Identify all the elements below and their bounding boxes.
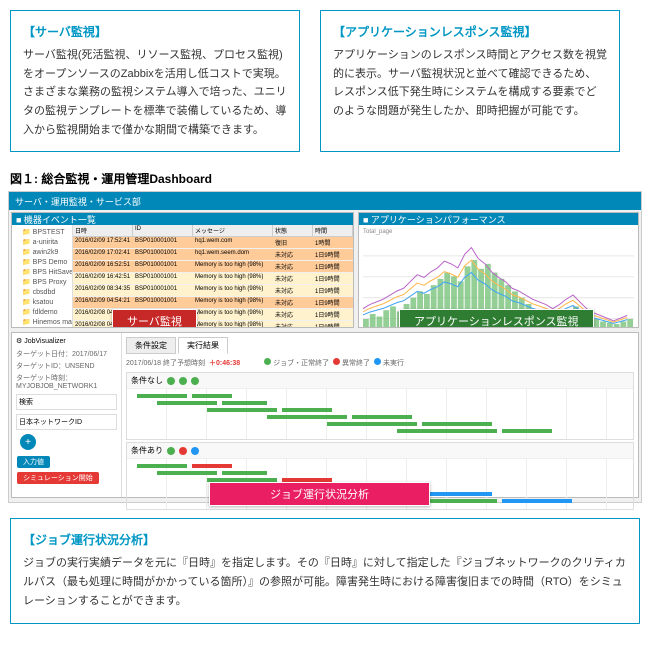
tree-item[interactable]: 📁 BPS Demo bbox=[14, 257, 70, 267]
job-analysis-box: 【ジョブ運行状況分析】 ジョブの実行実績データを元に『日時』を指定します。その『… bbox=[10, 518, 640, 623]
server-box-title: 【サーバ監視】 bbox=[23, 23, 287, 40]
app-performance-panel: ■ アプリケーションパフォーマンス Total_page アプリケーションレスポ… bbox=[358, 212, 639, 328]
tree-item[interactable]: 📁 BPS Proxy bbox=[14, 277, 70, 287]
event-row[interactable]: 2016/02/09 16:52:51BSP010001001Memory is… bbox=[73, 261, 353, 273]
event-row[interactable]: 2016/02/09 08:34:35BSP010001001Memory is… bbox=[73, 285, 353, 297]
tree-item[interactable]: 📁 BPS HitSave Server bbox=[14, 267, 70, 277]
search-field[interactable]: 検索 bbox=[16, 394, 117, 410]
dashboard-top-row: ■ 機器イベント一覧 📁 BPSTEST📁 a-unirita📁 awin2k9… bbox=[9, 210, 641, 330]
input-button[interactable]: 入力値 bbox=[17, 456, 50, 468]
dashboard: サーバ・運用監視・サービス部 ■ 機器イベント一覧 📁 BPSTEST📁 a-u… bbox=[8, 191, 642, 503]
target-time: ターゲット時刻：MYJOBJOB_NETWORK1 bbox=[16, 373, 117, 390]
job-analysis-panel: ⚙ JobVisualizer ターゲット日付：2017/06/17 ターゲット… bbox=[11, 332, 639, 498]
server-monitoring-box: 【サーバ監視】 サーバ監視(死活監視、リソース監視、プロセス監視)をオープンソー… bbox=[10, 10, 300, 152]
dashboard-header: サーバ・運用監視・サービス部 bbox=[9, 192, 641, 210]
job-sidebar: ⚙ JobVisualizer ターゲット日付：2017/06/17 ターゲット… bbox=[12, 333, 122, 497]
app-panel-title: ■ アプリケーションパフォーマンス bbox=[359, 213, 638, 225]
app-box-body: アプリケーションのレスポンス時間とアクセス数を視覚的に表示。サーバ監視状況と並べ… bbox=[333, 46, 607, 121]
add-button[interactable]: + bbox=[20, 434, 36, 450]
app-response-tag: アプリケーションレスポンス監視 bbox=[399, 309, 594, 328]
tree-item[interactable]: 📁 awin2k9 bbox=[14, 247, 70, 257]
tab-results[interactable]: 実行結果 bbox=[178, 337, 228, 354]
tree-item[interactable]: 📁 fdldemo bbox=[14, 307, 70, 317]
job-box-body: ジョブの実行実績データを元に『日時』を指定します。その『日時』に対して指定した『… bbox=[23, 554, 627, 610]
app-box-title: 【アプリケーションレスポンス監視】 bbox=[333, 23, 607, 40]
event-row[interactable]: 2016/02/09 04:54:21BSP010001001Memory is… bbox=[73, 297, 353, 309]
job-main-area: 条件設定 実行結果 2017/06/18 終了予想時刻 ＋0:46:38 ジョブ… bbox=[122, 333, 638, 497]
job-tabs: 条件設定 実行結果 bbox=[126, 337, 634, 354]
server-monitoring-tag: サーバ監視 bbox=[112, 309, 197, 328]
dashboard-bottom-row: ⚙ JobVisualizer ターゲット日付：2017/06/17 ターゲット… bbox=[9, 332, 641, 502]
event-row[interactable]: 2016/02/09 17:52:41BSP010001001hq1.wem.c… bbox=[73, 237, 353, 249]
job-box-title: 【ジョブ運行状況分析】 bbox=[23, 531, 627, 548]
server-tree[interactable]: 📁 BPSTEST📁 a-unirita📁 awin2k9📁 BPS Demo📁… bbox=[12, 225, 73, 327]
timeline-label: 2017/06/18 終了予想時刻 bbox=[126, 358, 205, 368]
target-id: ターゲットID：UNSEND bbox=[16, 361, 117, 371]
event-list-panel: ■ 機器イベント一覧 📁 BPSTEST📁 a-unirita📁 awin2k9… bbox=[11, 212, 354, 328]
app-response-box: 【アプリケーションレスポンス監視】 アプリケーションのレスポンス時間とアクセス数… bbox=[320, 10, 620, 152]
event-row[interactable]: 2016/02/09 16:42:51BSP010001001Memory is… bbox=[73, 273, 353, 285]
gantt-no-condition: 条件なし bbox=[126, 372, 634, 440]
figure-label: 図１: 総合監視・運用管理Dashboard bbox=[0, 162, 650, 191]
tree-item[interactable]: 📁 BPSTEST bbox=[14, 227, 70, 237]
server-box-body: サーバ監視(死活監視、リソース監視、プロセス監視)をオープンソースのZabbix… bbox=[23, 46, 287, 139]
network-id[interactable]: 日本ネットワークID bbox=[16, 414, 117, 430]
event-panel-title: ■ 機器イベント一覧 bbox=[12, 213, 353, 225]
tree-item[interactable]: 📁 Hinemos machines bbox=[14, 317, 70, 327]
tree-item[interactable]: 📁 a-unirita bbox=[14, 237, 70, 247]
time-delta: ＋0:46:38 bbox=[209, 358, 240, 368]
tree-item[interactable]: 📁 ksatou bbox=[14, 297, 70, 307]
top-info-boxes: 【サーバ監視】 サーバ監視(死活監視、リソース監視、プロセス監視)をオープンソー… bbox=[0, 0, 650, 162]
event-row[interactable]: 2016/02/09 17:02:41BSP010001001hq1.wem.s… bbox=[73, 249, 353, 261]
tab-conditions[interactable]: 条件設定 bbox=[126, 337, 176, 354]
job-analysis-tag: ジョブ運行状況分析 bbox=[209, 482, 430, 506]
target-date: ターゲット日付：2017/06/17 bbox=[16, 349, 117, 359]
tree-item[interactable]: 📁 cbsdbd bbox=[14, 287, 70, 297]
simulation-button[interactable]: シミュレーション開始 bbox=[17, 472, 99, 484]
